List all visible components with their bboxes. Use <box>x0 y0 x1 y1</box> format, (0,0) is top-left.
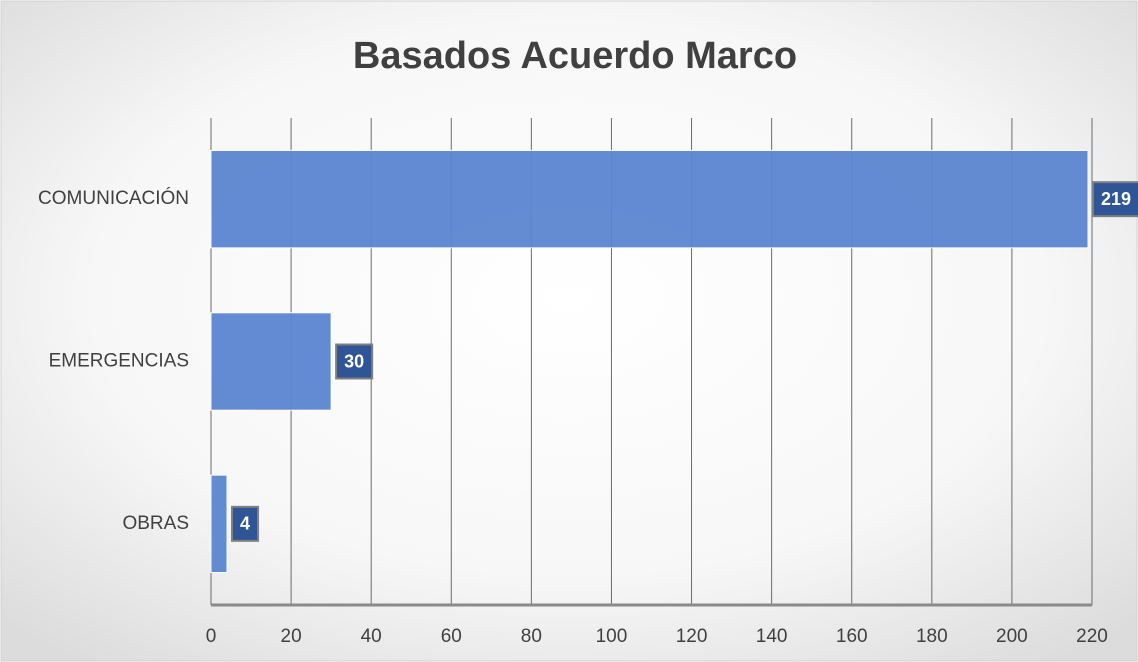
x-tick-label: 200 <box>996 626 1028 647</box>
y-tick-label: OBRAS <box>122 513 189 534</box>
y-tick-label: COMUNICACIÓN <box>38 187 189 209</box>
x-tick-label: 120 <box>676 626 708 647</box>
x-tick-label: 0 <box>206 626 217 647</box>
bar <box>210 149 1089 249</box>
x-tick-label: 180 <box>916 626 948 647</box>
x-tick-label: 20 <box>281 626 302 647</box>
x-tick-label: 60 <box>441 626 462 647</box>
bar <box>210 474 228 574</box>
data-label-box <box>231 505 260 542</box>
x-tick-label: 40 <box>361 626 382 647</box>
data-label: 30 <box>344 351 364 371</box>
data-label-box <box>335 343 374 380</box>
y-tick-label: EMERGENCIAS <box>49 351 189 372</box>
bar <box>210 312 332 411</box>
chart-title: Basados Acuerdo Marco <box>353 35 797 77</box>
x-tick-label: 80 <box>521 626 542 647</box>
x-tick-label: 220 <box>1076 626 1108 647</box>
x-tick-label: 100 <box>596 626 628 647</box>
x-tick-label: 140 <box>756 626 788 647</box>
data-label: 4 <box>240 514 250 534</box>
data-label-box <box>1091 181 1138 218</box>
x-tick-label: 160 <box>836 626 868 647</box>
data-label: 219 <box>1101 189 1131 209</box>
